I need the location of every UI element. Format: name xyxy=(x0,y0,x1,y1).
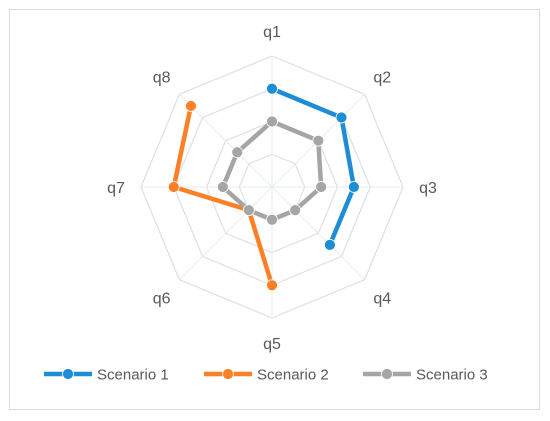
legend-swatch-marker xyxy=(62,368,74,380)
data-point xyxy=(185,100,197,112)
category-label-q8: q8 xyxy=(153,70,171,87)
category-labels: q1 q2 q3 q4 q5 q6 q7 q8 xyxy=(107,24,437,353)
legend-swatch-marker xyxy=(381,368,393,380)
data-point xyxy=(266,279,278,292)
data-point xyxy=(231,146,244,159)
category-label-q5: q5 xyxy=(263,336,281,353)
legend-swatch-marker xyxy=(222,368,234,380)
legend-item: Scenario 2 xyxy=(204,367,329,384)
series-1 xyxy=(266,82,360,251)
data-point xyxy=(266,115,278,128)
data-point xyxy=(167,181,180,193)
category-label-q1: q1 xyxy=(263,24,281,41)
category-label-q4: q4 xyxy=(373,290,391,307)
data-point xyxy=(266,213,278,226)
category-label-q6: q6 xyxy=(153,290,171,307)
category-label-q2: q2 xyxy=(373,70,391,87)
category-label-q7: q7 xyxy=(107,180,125,197)
data-point xyxy=(323,238,336,251)
legend-item: Scenario 3 xyxy=(363,367,488,384)
legend-label: Scenario 3 xyxy=(416,367,488,384)
series-line xyxy=(269,86,357,248)
category-label-q3: q3 xyxy=(419,180,437,197)
data-point xyxy=(242,204,255,217)
series-line xyxy=(171,103,275,288)
data-point xyxy=(315,181,328,193)
data-point xyxy=(347,181,360,193)
data-point xyxy=(266,82,278,95)
grid-spoke xyxy=(271,186,365,280)
data-point xyxy=(312,134,325,147)
chart-frame xyxy=(9,9,540,410)
legend-label: Scenario 1 xyxy=(97,367,169,384)
grid-spoke xyxy=(179,186,273,280)
series-layer xyxy=(167,82,360,292)
legend-item: Scenario 1 xyxy=(44,367,169,384)
data-point xyxy=(289,204,302,217)
data-point xyxy=(335,111,348,124)
series-3 xyxy=(216,115,328,226)
legend-label: Scenario 2 xyxy=(257,367,329,384)
legend: Scenario 1 Scenario 2 Scenario 3 xyxy=(44,367,488,384)
data-point xyxy=(216,181,229,193)
